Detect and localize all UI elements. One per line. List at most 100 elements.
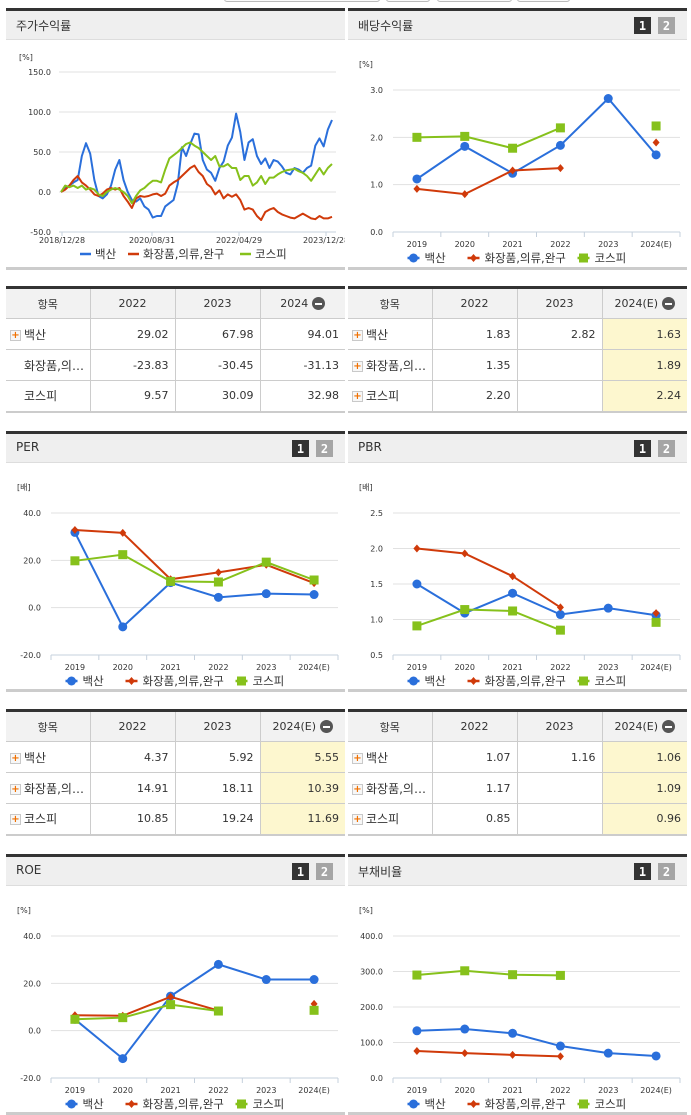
data-point-square[interactable] [213, 1006, 223, 1016]
legend-item[interactable]: 코스피 [240, 247, 287, 261]
page-1-button[interactable]: 1 [292, 863, 309, 880]
data-point-diamond[interactable] [556, 1052, 564, 1061]
page-2-button[interactable]: 2 [658, 863, 675, 880]
legend-item[interactable]: 백산 [407, 251, 447, 265]
expand-plus-icon[interactable]: + [352, 329, 363, 341]
data-point-circle[interactable] [460, 141, 470, 151]
data-point-diamond[interactable] [128, 1100, 135, 1108]
data-point-circle[interactable] [213, 592, 223, 602]
expand-plus-icon[interactable]: + [352, 783, 363, 795]
page-1-button[interactable]: 1 [634, 863, 651, 880]
data-point-circle[interactable] [603, 603, 613, 613]
data-point-square[interactable] [651, 617, 661, 627]
toolbar-button[interactable] [517, 0, 570, 2]
data-point-circle[interactable] [118, 1054, 128, 1064]
data-point-circle[interactable] [508, 1028, 518, 1038]
data-point-diamond[interactable] [556, 603, 564, 612]
data-point-circle[interactable] [412, 1026, 422, 1036]
row-label[interactable]: + 화장품,의… [348, 349, 433, 381]
data-point-square[interactable] [579, 1099, 588, 1109]
data-point-square[interactable] [309, 1005, 319, 1015]
legend-item[interactable]: 화장품,의류,완구 [128, 247, 224, 261]
row-label[interactable]: + 백산 [6, 741, 91, 773]
data-point-diamond[interactable] [119, 528, 127, 537]
page-2-button[interactable]: 2 [316, 863, 333, 880]
data-point-diamond[interactable] [509, 1050, 517, 1059]
data-point-square[interactable] [460, 605, 470, 615]
data-point-circle[interactable] [309, 975, 319, 985]
page-1-button[interactable]: 1 [634, 440, 651, 457]
data-point-square[interactable] [118, 1013, 128, 1023]
data-point-square[interactable] [555, 970, 565, 980]
data-point-circle[interactable] [603, 94, 613, 104]
data-point-circle[interactable] [603, 1048, 613, 1058]
data-point-square[interactable] [412, 621, 422, 631]
data-point-diamond[interactable] [413, 1047, 421, 1056]
data-point-square[interactable] [309, 575, 319, 585]
expand-plus-icon[interactable]: + [352, 752, 363, 764]
data-point-square[interactable] [261, 557, 271, 567]
data-point-diamond[interactable] [461, 1049, 469, 1058]
data-point-diamond[interactable] [214, 568, 222, 577]
data-point-circle[interactable] [67, 676, 76, 686]
data-point-diamond[interactable] [556, 164, 564, 173]
data-point-diamond[interactable] [461, 190, 469, 199]
legend-item[interactable]: 화장품,의류,완구 [467, 251, 566, 265]
data-point-diamond[interactable] [652, 609, 660, 618]
toolbar-button[interactable] [437, 0, 512, 2]
data-point-circle[interactable] [460, 1024, 470, 1034]
legend-item[interactable]: 화장품,의류,완구 [467, 1097, 566, 1111]
data-point-diamond[interactable] [470, 1100, 477, 1108]
expand-plus-icon[interactable]: + [352, 814, 363, 826]
data-point-square[interactable] [508, 143, 518, 153]
data-point-circle[interactable] [67, 1099, 76, 1109]
data-point-diamond[interactable] [413, 184, 421, 193]
data-point-square[interactable] [412, 132, 422, 142]
expand-plus-icon[interactable]: + [10, 814, 21, 826]
data-point-circle[interactable] [555, 610, 565, 620]
expand-plus-icon[interactable]: + [10, 329, 21, 341]
data-point-square[interactable] [460, 131, 470, 141]
data-point-circle[interactable] [555, 1041, 565, 1051]
data-point-circle[interactable] [651, 150, 661, 160]
data-point-diamond[interactable] [413, 544, 421, 553]
data-point-circle[interactable] [213, 959, 223, 969]
legend-item[interactable]: 코스피 [577, 251, 627, 265]
legend-item[interactable]: 백산 [407, 1097, 447, 1111]
collapse-minus-icon[interactable] [662, 720, 676, 734]
data-point-square[interactable] [166, 1000, 176, 1010]
data-point-diamond[interactable] [461, 549, 469, 558]
data-point-circle[interactable] [261, 589, 271, 599]
legend-item[interactable]: 백산 [65, 674, 105, 688]
data-point-circle[interactable] [409, 253, 418, 263]
legend-item[interactable]: 코스피 [577, 1097, 627, 1111]
row-label[interactable]: + 코스피 [348, 380, 433, 412]
data-point-square[interactable] [213, 577, 223, 587]
data-point-circle[interactable] [409, 1099, 418, 1109]
page-1-button[interactable]: 1 [292, 440, 309, 457]
legend-item[interactable]: 백산 [65, 1097, 105, 1111]
legend-item[interactable]: 백산 [407, 674, 447, 688]
data-point-diamond[interactable] [310, 999, 318, 1008]
data-point-circle[interactable] [651, 1051, 661, 1061]
toolbar-button[interactable] [386, 0, 430, 2]
data-point-square[interactable] [166, 576, 176, 586]
data-point-diamond[interactable] [509, 572, 517, 581]
legend-item[interactable]: 화장품,의류,완구 [125, 674, 224, 688]
row-label[interactable]: + 백산 [348, 318, 433, 350]
collapse-minus-icon[interactable] [312, 297, 326, 311]
page-1-button[interactable]: 1 [634, 17, 651, 34]
data-point-square[interactable] [460, 966, 470, 976]
data-point-square[interactable] [70, 556, 80, 566]
data-point-circle[interactable] [508, 588, 518, 598]
row-label[interactable]: + 화장품,의… [348, 772, 433, 804]
data-point-circle[interactable] [412, 579, 422, 589]
data-point-square[interactable] [70, 1014, 80, 1024]
data-point-diamond[interactable] [128, 677, 135, 685]
collapse-minus-icon[interactable] [320, 720, 334, 734]
data-point-diamond[interactable] [71, 526, 79, 535]
data-point-square[interactable] [579, 253, 588, 263]
data-point-square[interactable] [118, 550, 128, 560]
data-point-diamond[interactable] [470, 677, 477, 685]
legend-item[interactable]: 화장품,의류,완구 [125, 1097, 224, 1111]
